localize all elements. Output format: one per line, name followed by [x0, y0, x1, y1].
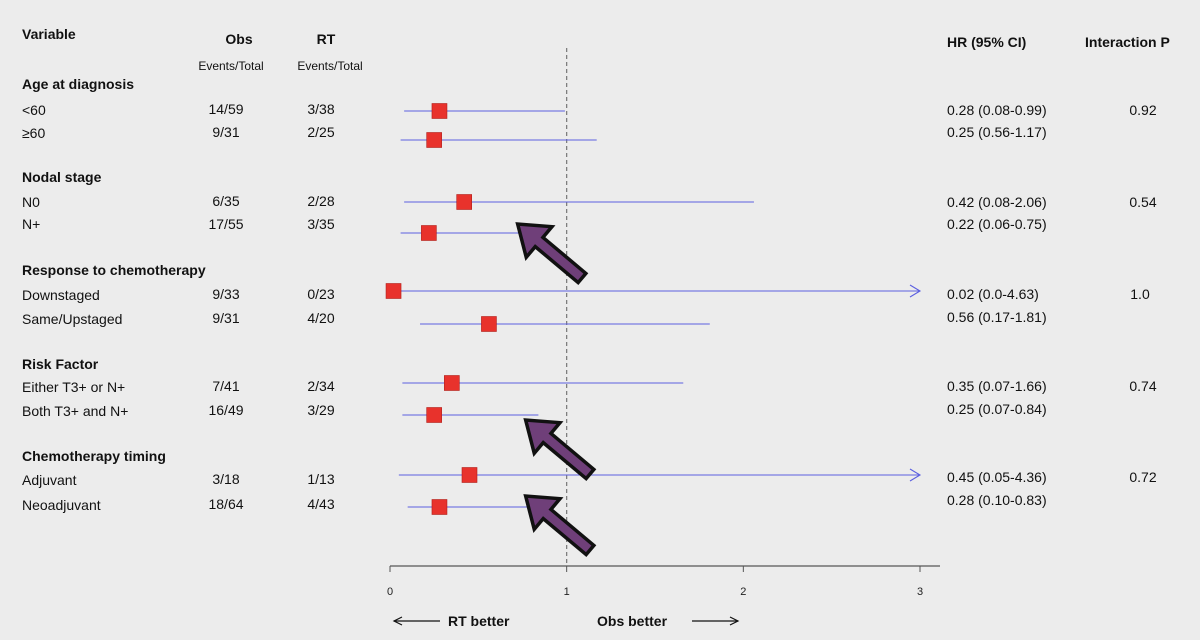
obs-header: Obs — [225, 31, 253, 47]
interaction-p: 0.54 — [1129, 194, 1157, 210]
hr-marker — [385, 283, 402, 299]
row-obs: 9/31 — [212, 310, 240, 326]
row-obs: 6/35 — [212, 193, 240, 209]
group-label-nodal: Nodal stage — [22, 169, 102, 185]
highlight-arrow — [523, 494, 597, 558]
row-label: ≥60 — [22, 125, 46, 141]
row-obs: 3/18 — [212, 471, 240, 487]
row-hr: 0.45 (0.05-4.36) — [947, 469, 1047, 485]
hr-marker — [426, 407, 442, 423]
row-rt: 0/23 — [307, 286, 335, 302]
interaction-p: 0.92 — [1129, 102, 1157, 118]
row-label: Either T3+ or N+ — [22, 379, 126, 395]
group-label-response: Response to chemotherapy — [22, 262, 206, 278]
row-hr: 0.35 (0.07-1.66) — [947, 378, 1047, 394]
hr-marker — [481, 316, 497, 332]
row-rt: 3/38 — [307, 101, 335, 117]
variable-header: Variable — [22, 26, 76, 42]
row-label: Same/Upstaged — [22, 311, 123, 327]
row-hr: 0.56 (0.17-1.81) — [947, 309, 1047, 325]
row-rt: 4/43 — [307, 496, 335, 512]
row-rt: 3/29 — [307, 402, 335, 418]
hr-marker — [461, 467, 478, 483]
row-rt: 4/20 — [307, 310, 335, 326]
obs-better-label: Obs better — [597, 613, 668, 629]
hr-header: HR (95% CI) — [947, 34, 1027, 50]
row-hr: 0.22 (0.06-0.75) — [947, 216, 1047, 232]
row-hr: 0.28 (0.08-0.99) — [947, 102, 1047, 118]
highlight-arrow — [515, 222, 589, 286]
row-rt: 1/13 — [307, 471, 335, 487]
x-axis-tick-label: 3 — [917, 586, 923, 598]
ci-arrowhead — [909, 284, 922, 298]
group-label-risk: Risk Factor — [22, 356, 99, 372]
obs-subheader: Events/Total — [198, 59, 264, 73]
hr-marker — [444, 375, 460, 391]
hr-marker — [426, 132, 442, 148]
row-obs: 14/59 — [208, 101, 244, 117]
row-rt: 2/34 — [307, 378, 335, 394]
row-hr: 0.25 (0.07-0.84) — [947, 401, 1047, 417]
row-obs: 16/49 — [208, 402, 244, 418]
row-rt: 3/35 — [307, 216, 335, 232]
row-obs: 7/41 — [212, 378, 240, 394]
group-label-timing: Chemotherapy timing — [22, 448, 166, 464]
x-axis-tick-label: 2 — [740, 586, 746, 598]
row-label: Downstaged — [22, 287, 100, 303]
interaction-p: 1.0 — [1130, 286, 1150, 302]
ci-arrowhead — [909, 468, 922, 482]
row-obs: 9/31 — [212, 124, 240, 140]
row-label: N0 — [22, 194, 40, 210]
row-label: Adjuvant — [22, 472, 77, 488]
row-rt: 2/28 — [307, 193, 335, 209]
x-axis-tick-label: 1 — [564, 586, 570, 598]
hr-marker — [431, 499, 448, 515]
row-rt: 2/25 — [307, 124, 335, 140]
rt-better-label: RT better — [448, 613, 510, 629]
row-hr: 0.02 (0.0-4.63) — [947, 286, 1039, 302]
highlight-arrow — [523, 418, 597, 482]
interaction-header: Interaction P — [1085, 34, 1170, 50]
rt-subheader: Events/Total — [297, 59, 363, 73]
row-obs: 9/33 — [212, 286, 240, 302]
x-axis-tick-label: 0 — [387, 586, 393, 598]
row-hr: 0.25 (0.56-1.17) — [947, 124, 1047, 140]
row-hr: 0.42 (0.08-2.06) — [947, 194, 1047, 210]
interaction-p: 0.74 — [1129, 378, 1157, 394]
hr-marker — [456, 194, 473, 210]
rt-better-arrowhead — [392, 616, 403, 626]
interaction-p: 0.72 — [1129, 469, 1157, 485]
group-label-age: Age at diagnosis — [22, 76, 135, 92]
row-label: Both T3+ and N+ — [22, 403, 129, 419]
row-label: Neoadjuvant — [22, 497, 101, 513]
row-label: N+ — [22, 216, 41, 232]
hr-marker — [431, 103, 448, 119]
row-obs: 17/55 — [208, 216, 244, 232]
row-label: <60 — [22, 102, 46, 118]
row-hr: 0.28 (0.10-0.83) — [947, 492, 1047, 508]
hr-marker — [421, 225, 437, 241]
row-obs: 18/64 — [208, 496, 244, 512]
obs-better-arrowhead — [729, 616, 740, 626]
rt-header: RT — [316, 31, 336, 47]
